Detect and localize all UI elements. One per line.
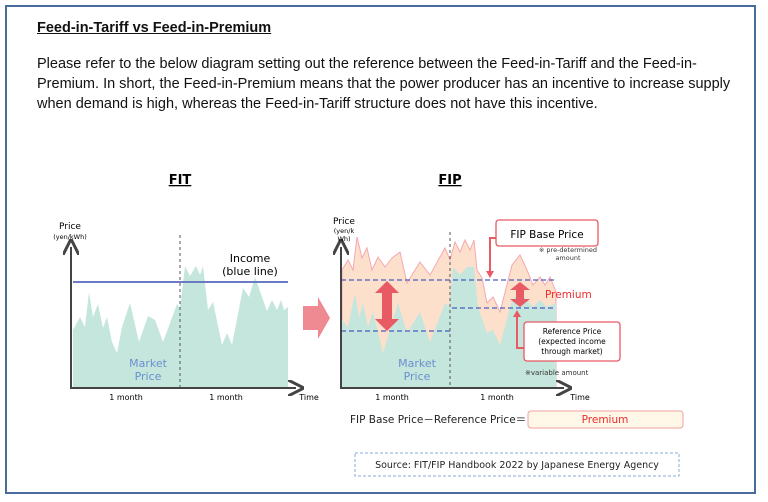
- arrow-head-icon: [513, 310, 521, 317]
- callout-arrow: [489, 237, 496, 272]
- y-axis-unit: Wh): [337, 235, 350, 243]
- y-axis-unit: (yen/k: [334, 227, 355, 235]
- market-price-label-sub: Price: [135, 370, 162, 383]
- base-price-note: amount: [555, 254, 581, 262]
- premium-formula: FIP Base Price－Reference Price＝: [350, 414, 526, 426]
- page-title: Feed-in-Tariff vs Feed-in-Premium: [37, 20, 272, 36]
- intro-paragraph: Please refer to the below diagram settin…: [37, 56, 731, 112]
- period-label: 1 month: [375, 393, 409, 402]
- market-price-label: Market: [129, 357, 167, 370]
- fip-title: FIP: [438, 173, 461, 188]
- period-label: 1 month: [209, 393, 243, 402]
- premium-result-box: [527, 410, 684, 429]
- variable-amount-note: ※variable amount: [525, 369, 589, 377]
- premium-result: Premium: [582, 414, 629, 426]
- premium-label: Premium: [545, 289, 592, 301]
- reference-price-label: Reference Price: [543, 327, 602, 336]
- fip-diagram: FIP Price (yen/k Wh) FIP Base Price ※ pr…: [333, 173, 621, 402]
- fit-diagram: FIT Price (yen/kWh) Income (blue line) M…: [53, 173, 319, 402]
- source-citation: Source: FIT/FIP Handbook 2022 by Japanes…: [375, 460, 659, 471]
- x-axis-label: Time: [569, 393, 590, 402]
- income-label: Income: [230, 252, 271, 265]
- reference-price-label: through market): [541, 347, 602, 356]
- content-frame: [5, 5, 756, 494]
- period-label: 1 month: [109, 393, 143, 402]
- y-axis-label: Price: [333, 217, 355, 227]
- callout-arrow: [516, 316, 524, 349]
- y-axis-label: Price: [59, 222, 81, 232]
- source-box: [354, 452, 680, 477]
- reference-price-label: (expected income: [538, 337, 606, 346]
- fip-market-price-area: [342, 267, 556, 388]
- right-arrow-icon: [303, 297, 330, 339]
- reference-price-box: [523, 321, 621, 362]
- income-label-sub: (blue line): [222, 265, 278, 278]
- fit-title: FIT: [169, 173, 192, 188]
- market-price-label: Market: [398, 357, 436, 370]
- premium-double-arrow: [375, 281, 530, 331]
- arrow-head-icon: [486, 271, 494, 278]
- period-label: 1 month: [480, 393, 514, 402]
- fip-base-price-label: FIP Base Price: [510, 229, 583, 241]
- base-price-note: ※ pre-determined: [539, 246, 597, 254]
- y-axis-unit: (yen/kWh): [53, 233, 87, 241]
- fip-base-price-box: [495, 219, 599, 247]
- market-price-label-sub: Price: [404, 370, 431, 383]
- x-axis-label: Time: [298, 393, 319, 402]
